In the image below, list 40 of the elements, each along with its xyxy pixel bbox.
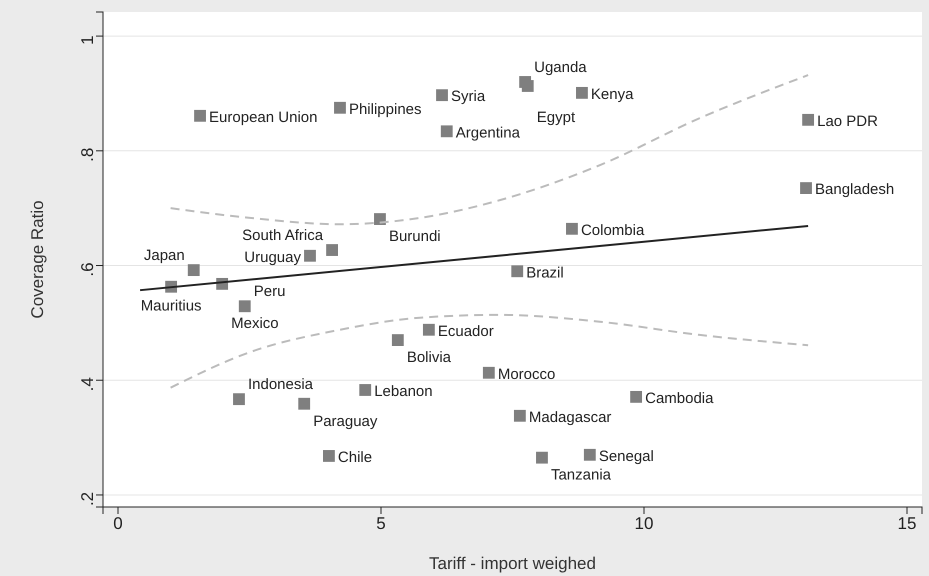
annotation: Mexico xyxy=(231,314,279,332)
x-tick-label: 0 xyxy=(113,514,123,534)
annotation: Senegal xyxy=(598,448,654,465)
y-tick-label: .6 xyxy=(78,262,97,277)
y-tick-label: .2 xyxy=(78,492,97,506)
annotation: Lao PDR xyxy=(817,112,878,130)
annotation: Argentina xyxy=(456,124,521,142)
annotation: Cambodia xyxy=(645,390,714,407)
annotation: Brazil xyxy=(526,264,564,282)
annotation: Morocco xyxy=(498,366,556,383)
annotation: Tanzania xyxy=(550,466,612,484)
annotation: Egypt xyxy=(536,108,576,126)
x-tick-label: 10 xyxy=(634,514,654,534)
annotation: Bolivia xyxy=(406,349,452,366)
annotation: Bangladesh xyxy=(815,181,894,198)
y-tick-label: .8 xyxy=(78,148,97,162)
annotation: Syria xyxy=(451,88,486,106)
x-tick-label: 5 xyxy=(376,514,386,534)
annotation: Burundi xyxy=(388,228,441,246)
annotation: Uganda xyxy=(534,58,588,76)
annotation: Chile xyxy=(338,448,372,466)
annotation: Paraguay xyxy=(313,412,378,430)
y-axis-title: Coverage Ratio xyxy=(28,200,47,319)
annotation: Lebanon xyxy=(374,382,433,400)
annotation: Madagascar xyxy=(528,408,612,426)
x-tick-label: 15 xyxy=(898,514,916,534)
annotation: Peru xyxy=(254,283,286,300)
annotation: Kenya xyxy=(590,86,634,103)
annotation: European Union xyxy=(209,108,318,126)
x-axis-title: Tariff - import weighed xyxy=(429,554,596,573)
annotation: Philippines xyxy=(348,100,422,118)
annotation: Indonesia xyxy=(248,376,314,394)
annotation: Uruguay xyxy=(244,248,302,266)
annotation: Ecuador xyxy=(438,322,494,340)
y-tick-label: .4 xyxy=(78,377,97,392)
annotation: South Africa xyxy=(242,227,324,244)
annotation: Mauritius xyxy=(140,298,202,315)
annotation: Colombia xyxy=(580,222,645,239)
y-tick-label: 1 xyxy=(78,35,97,45)
annotation: Japan xyxy=(144,247,185,264)
